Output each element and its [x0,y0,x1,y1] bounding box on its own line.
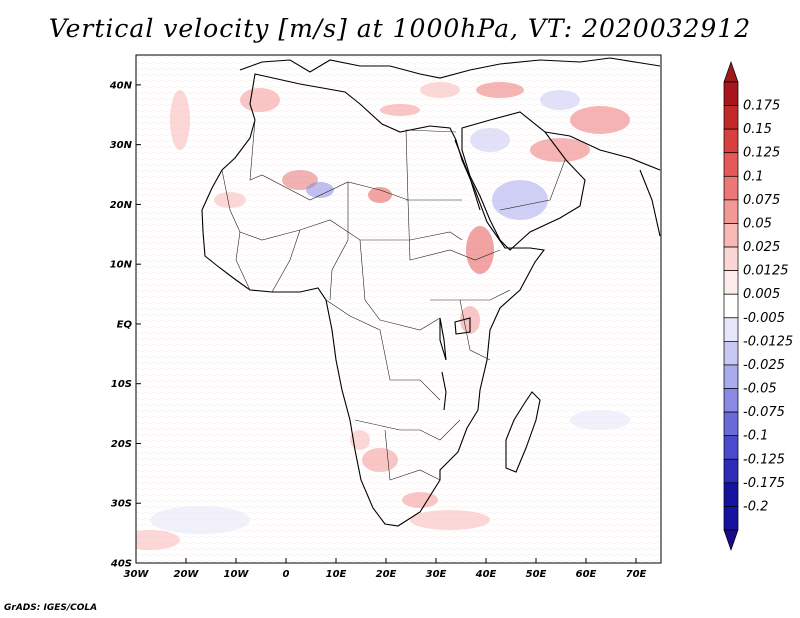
field-blob [570,410,630,430]
colorbar-segment [723,364,739,389]
lat-tick-label: 30N [110,140,133,151]
colorbar-segment [723,81,739,106]
field-blob [150,506,250,534]
lat-tick-label: 40S [110,559,132,570]
colorbar-segment [723,270,739,295]
colorbar-label: -0.175 [743,476,785,491]
colorbar-segment [723,246,739,271]
credit-text: GrADS: IGES/COLA [4,603,98,613]
plot-frame [135,54,662,564]
lat-tick-label: 20S [111,439,132,450]
velocity-field [136,55,661,563]
colorbar-label: 0.05 [743,216,772,231]
lon-tick-label: 20W [174,569,200,580]
field-blob [214,192,246,208]
lon-tick-label: 20E [376,569,397,580]
field-blob [282,170,318,190]
lon-tick-label: 60E [576,569,597,580]
lon-tick-label: 10E [326,569,347,580]
colorbar-label: 0.025 [743,240,780,255]
colorbar-segment [723,435,739,460]
colorbar-label: 0.175 [743,99,780,114]
colorbar-label: -0.2 [743,499,768,514]
colorbar-label: -0.05 [743,382,777,397]
field-blob [170,90,190,150]
colorbar-segment [723,411,739,437]
lon-tick-label: 40E [475,569,497,580]
colorbar-segment [723,199,739,224]
colorbar-segment [723,175,739,201]
colorbar-label: 0.1 [743,169,764,184]
field-blob [410,510,490,530]
field-blob [420,82,460,98]
coastlines [201,57,661,527]
colorbar-label: 0.15 [743,122,772,137]
colorbar-segment [723,388,739,413]
field-blob [470,128,510,152]
field-blob [476,82,524,98]
lat-tick-label: 20N [110,200,133,211]
colorbar-label: 0.075 [743,193,780,208]
lon-tick-label: 30E [426,569,447,580]
lon-tick-label: 0 [283,569,290,580]
colorbar-label: 0.005 [743,287,780,302]
colorbar-segment [723,105,739,130]
field-blob [540,90,580,110]
colorbar-label: -0.0125 [743,334,793,349]
lon-tick-label: 70E [626,569,647,580]
field-blob [466,226,494,274]
colorbar-segment [723,317,739,342]
field-blob [570,106,630,134]
field-blob [530,138,590,162]
colorbar-label: -0.125 [743,452,785,467]
lon-tick-label: 30W [124,569,150,580]
colorbar-label: -0.025 [743,358,785,373]
lat-tick-label: 40N [109,80,133,91]
field-blob [240,88,280,112]
colorbar-segment [723,128,739,154]
lon-tick-label: 50E [526,569,547,580]
colorbar: 0.175 0.15 0.125 0.1 0.075 0.05 0.025 0.0125 0.0… [723,60,793,552]
colorbar-segment [723,152,739,177]
lat-tick-label: 30S [111,499,132,510]
map-title: Vertical velocity [m/s] at 1000hPa, VT: … [48,14,752,43]
lat-tick-label: 10N [110,260,133,271]
country-borders [221,119,566,481]
field-blob [380,104,420,116]
field-blob [402,492,438,508]
colorbar-segment [723,223,739,248]
lat-tick-label: 10S [111,379,132,390]
colorbar-bottom-arrow [723,529,739,552]
field-blob [306,182,334,198]
colorbar-segment [723,341,739,366]
field-blob [368,187,392,203]
field-blob [492,180,548,220]
colorbar-segment [723,458,739,484]
colorbar-label: -0.075 [743,405,785,420]
field-blob [362,448,398,472]
colorbar-label: -0.005 [743,311,785,326]
colorbar-label: -0.1 [743,429,768,444]
colorbar-segment [723,293,739,319]
colorbar-label: 0.125 [743,146,780,161]
colorbar-segment [723,506,739,531]
colorbar-label: 0.0125 [743,264,789,279]
field-blob [350,430,370,450]
colorbar-segment [723,482,739,507]
colorbar-top-arrow [723,60,739,83]
lon-tick-label: 10W [224,569,250,580]
lat-tick-label: EQ [117,319,133,330]
field-blob [136,530,180,550]
